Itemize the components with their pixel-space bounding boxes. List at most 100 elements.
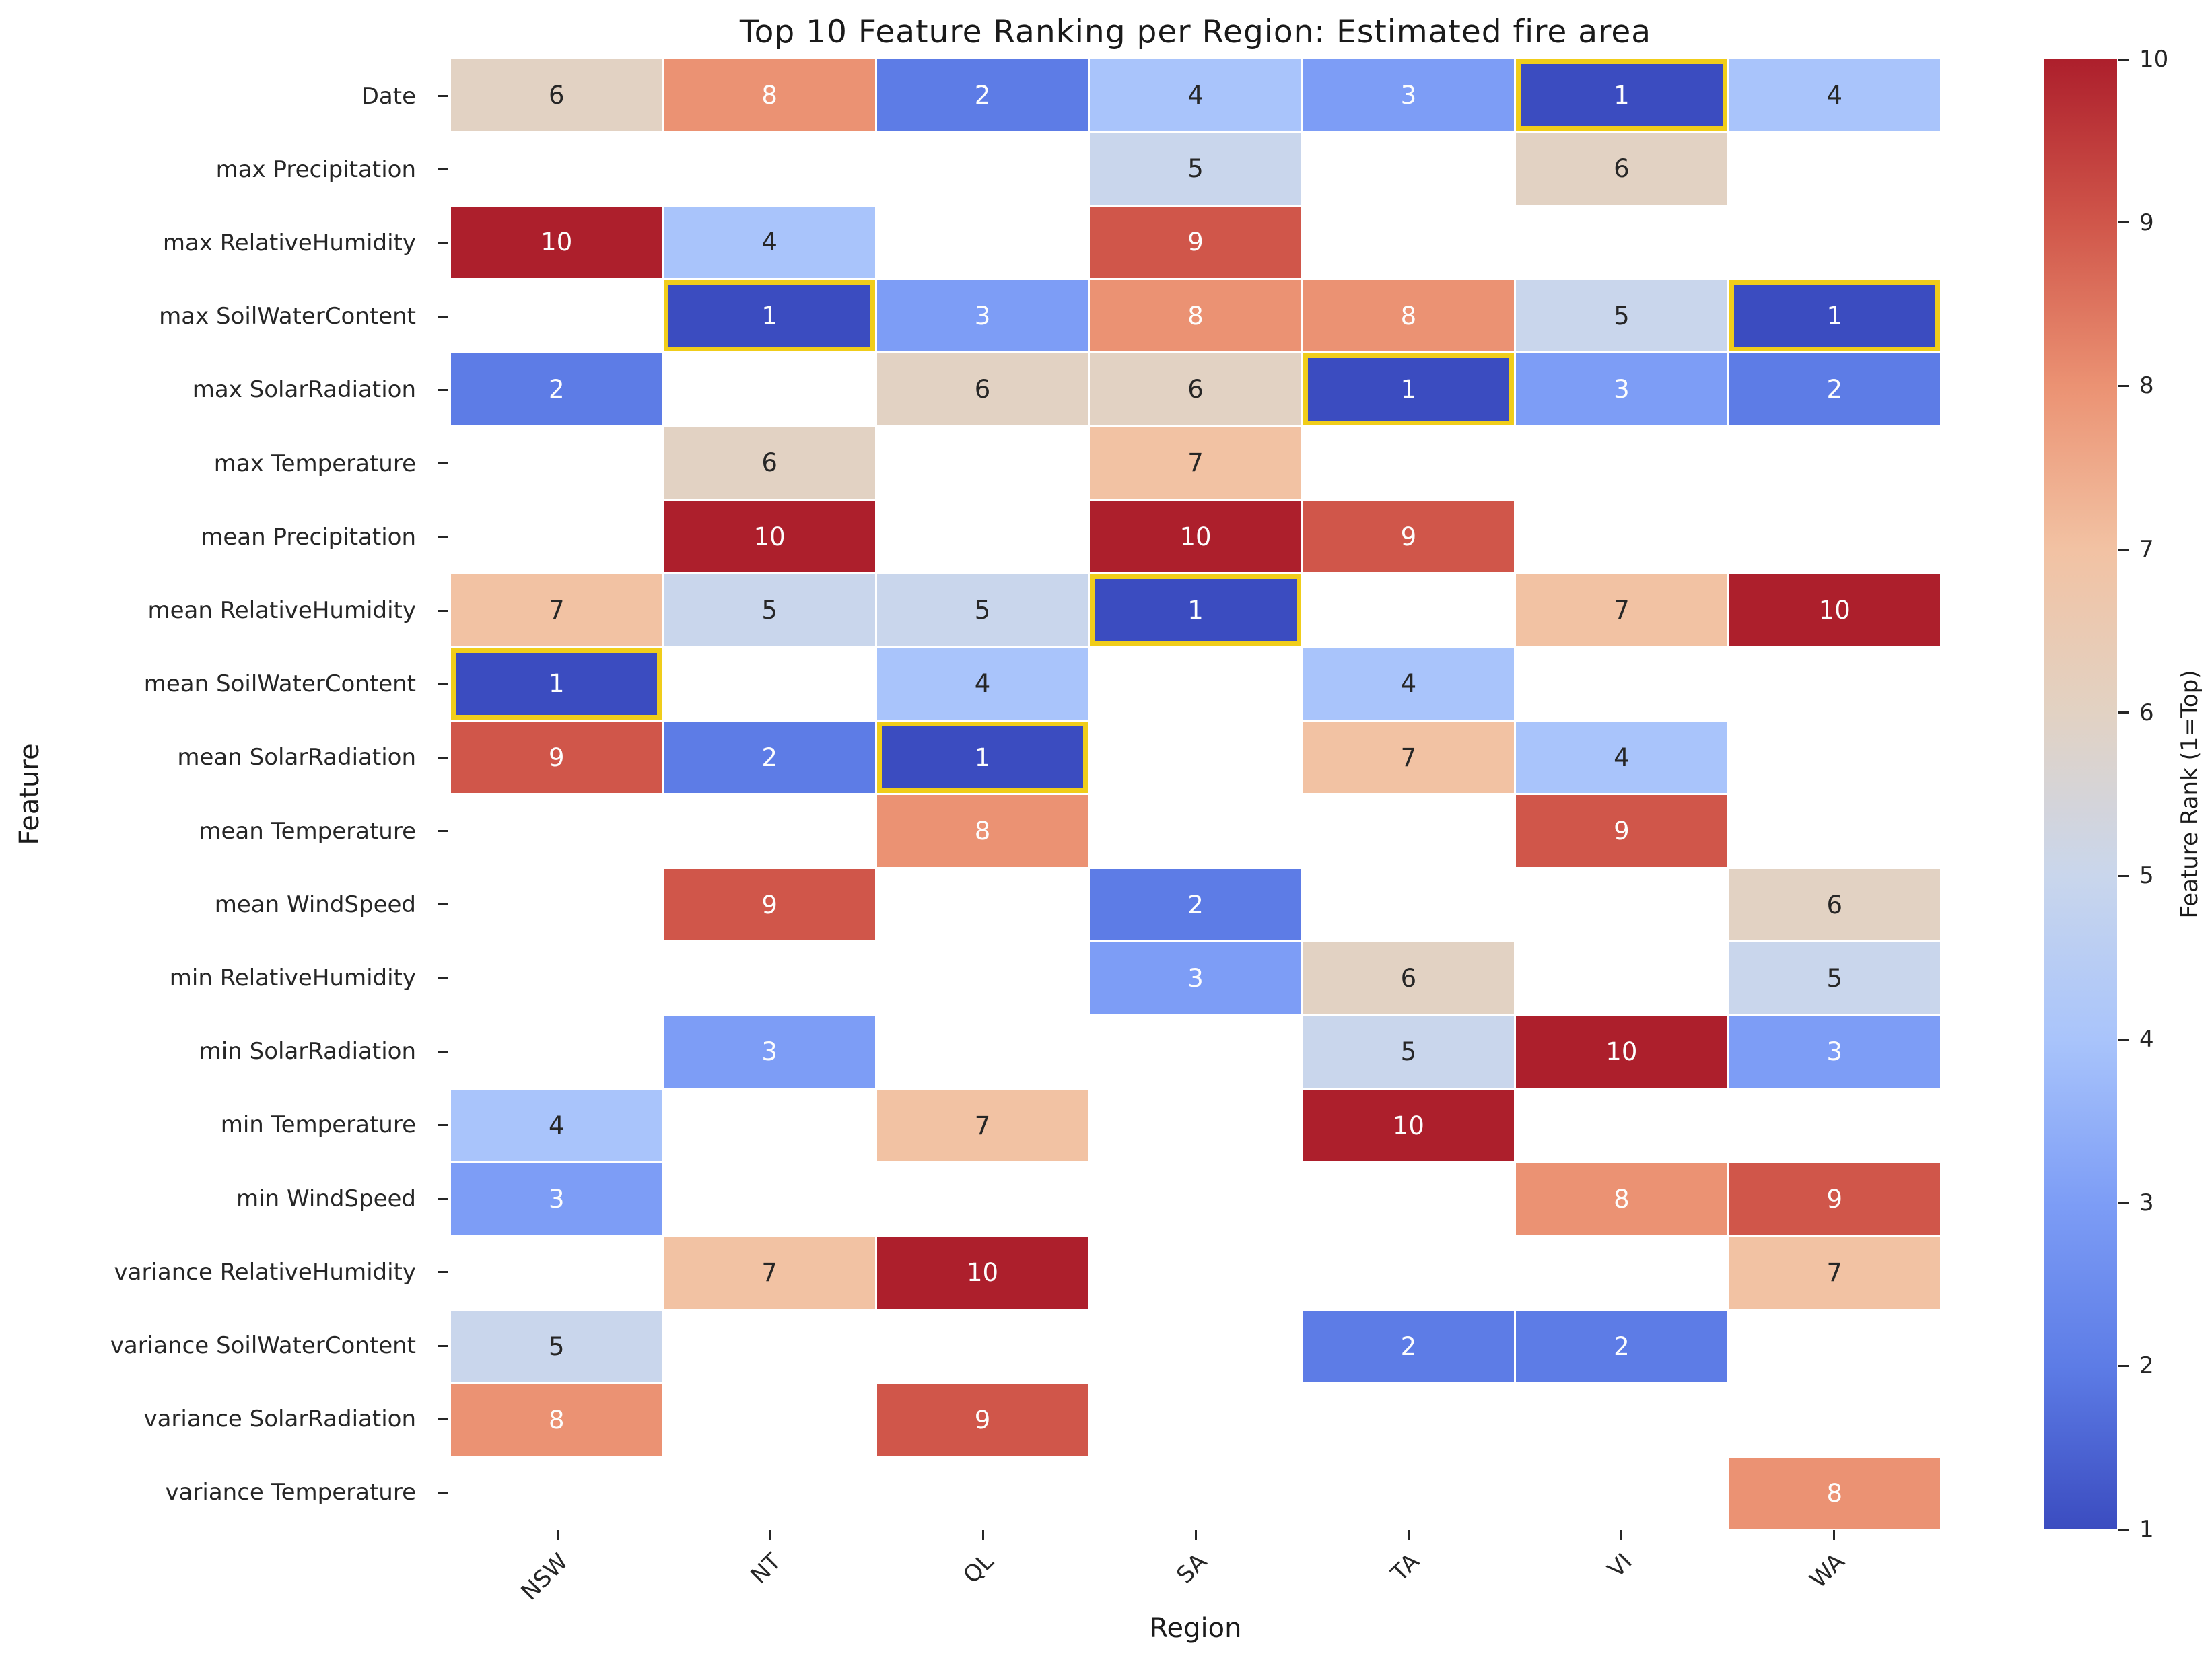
cell-value: 3 [1400, 80, 1417, 110]
cell-value: 6 [548, 80, 565, 110]
x-tick-label: NT [745, 1548, 787, 1589]
heatmap-cell: 5 [664, 574, 875, 646]
y-tick-label: max Temperature [213, 450, 416, 477]
heatmap-cell: 2 [876, 59, 1088, 131]
heatmap-cell: 10 [1516, 1016, 1727, 1088]
heatmap-cell [451, 942, 662, 1014]
y-tick-label: min Temperature [220, 1111, 416, 1139]
cell-value: 7 [761, 1258, 777, 1288]
heatmap-cell: 7 [1516, 574, 1727, 646]
cell-value: 2 [974, 80, 991, 110]
heatmap-cell [451, 501, 662, 572]
cell-value: 7 [1826, 1258, 1843, 1288]
cell-value: 1 [761, 301, 777, 331]
heatmap-cell [1090, 1384, 1301, 1455]
heatmap-cell: 9 [876, 1384, 1088, 1456]
heatmap-cell: 8 [1516, 1163, 1727, 1235]
cell-value: 8 [1400, 301, 1417, 331]
heatmap-cell [664, 133, 874, 204]
heatmap-cell: 4 [1303, 648, 1515, 720]
cell-value: 5 [1614, 301, 1630, 331]
cell-value: 2 [761, 742, 777, 772]
heatmap-cell [1729, 1384, 1940, 1455]
x-tick-label: QL [958, 1548, 1000, 1589]
heatmap-grid: 6 8 2 4 3 1 4 5 6 10 4 9 1 3 8 8 5 1 2 6 6 1 3 2 6 7 10 10 9 7 5 5 1 7 10 1… [451, 59, 1940, 1529]
heatmap-cell [664, 795, 874, 866]
cell-value: 4 [548, 1111, 565, 1140]
y-tick-mark [438, 1344, 448, 1347]
cell-value: 7 [1614, 596, 1630, 625]
heatmap-cell: 4 [1729, 59, 1940, 131]
x-tick-label: NSW [516, 1548, 574, 1606]
heatmap-cell [664, 353, 874, 425]
cell-value: 10 [1179, 522, 1212, 551]
heatmap-cell: 7 [876, 1089, 1088, 1162]
y-axis-labels: Date max Precipitation max RelativeHumidit… [0, 59, 434, 1529]
heatmap-cell [1303, 1163, 1514, 1235]
colorbar-tick-mark [2118, 58, 2129, 61]
y-tick-mark [438, 168, 448, 171]
cell-value: 6 [1826, 890, 1843, 919]
heatmap-cell [1090, 1163, 1301, 1235]
cell-value: 4 [1400, 669, 1417, 699]
heatmap-cell: 6 [451, 59, 662, 131]
heatmap-cell [1090, 1237, 1301, 1309]
cell-value: 2 [1400, 1331, 1417, 1361]
heatmap-cell: 3 [1516, 353, 1727, 425]
heatmap-cell [877, 1458, 1088, 1529]
heatmap-cell: 5 [1090, 133, 1301, 205]
y-tick-mark [438, 1271, 448, 1274]
heatmap-cell [664, 942, 874, 1014]
colorbar-tick-label: 8 [2139, 372, 2154, 400]
cell-value: 9 [1400, 522, 1417, 551]
y-tick-mark [438, 242, 448, 244]
x-tick-mark [769, 1530, 771, 1540]
heatmap-cell [1729, 795, 1940, 866]
heatmap-cell: 7 [451, 574, 662, 646]
heatmap-cell [1729, 133, 1940, 204]
cell-value: 3 [761, 1037, 777, 1067]
cell-value: 10 [753, 522, 786, 551]
heatmap-cell: 10 [451, 206, 662, 279]
cell-value: 10 [967, 1258, 999, 1288]
heatmap-cell: 6 [1516, 133, 1727, 205]
y-tick-mark [438, 830, 448, 833]
heatmap-cell [877, 427, 1088, 499]
heatmap-cell: 1 [1090, 574, 1301, 646]
heatmap-cell: 10 [664, 501, 875, 573]
cell-value: 1 [974, 742, 991, 772]
heatmap-cell [1516, 1384, 1727, 1455]
colorbar-tick-label: 2 [2139, 1352, 2154, 1380]
heatmap-cell: 4 [876, 648, 1088, 720]
colorbar-gradient [2044, 59, 2117, 1529]
colorbar-tick-label: 7 [2139, 536, 2154, 563]
y-tick-label: min WindSpeed [236, 1185, 416, 1212]
x-tick-label: TA [1385, 1548, 1425, 1587]
cell-value: 5 [1826, 963, 1843, 993]
cell-value: 10 [1605, 1037, 1638, 1067]
heatmap-cell [1090, 1016, 1301, 1088]
cell-value: 10 [1818, 596, 1851, 625]
heatmap-cell [1729, 648, 1940, 720]
y-tick-mark [438, 977, 448, 979]
heatmap-cell [1303, 1384, 1514, 1455]
heatmap-cell: 10 [1729, 574, 1940, 646]
cell-value: 5 [761, 596, 777, 625]
heatmap-cell: 1 [876, 722, 1088, 794]
cell-value: 9 [548, 742, 565, 772]
colorbar-tick-mark [2118, 221, 2129, 224]
y-tick-mark [438, 683, 448, 685]
heatmap-cell [1303, 1237, 1514, 1309]
heatmap-cell: 6 [1303, 942, 1515, 1014]
cell-value: 5 [1187, 154, 1204, 184]
heatmap-cell: 3 [1729, 1016, 1940, 1088]
x-tick-mark [1407, 1530, 1410, 1540]
heatmap-cell [1729, 1311, 1940, 1382]
cell-value: 2 [548, 375, 565, 405]
cell-value: 7 [974, 1111, 991, 1140]
heatmap-cell [877, 207, 1088, 278]
heatmap-cell [1090, 795, 1301, 866]
heatmap-cell [877, 869, 1088, 940]
heatmap-cell: 8 [1303, 280, 1515, 352]
